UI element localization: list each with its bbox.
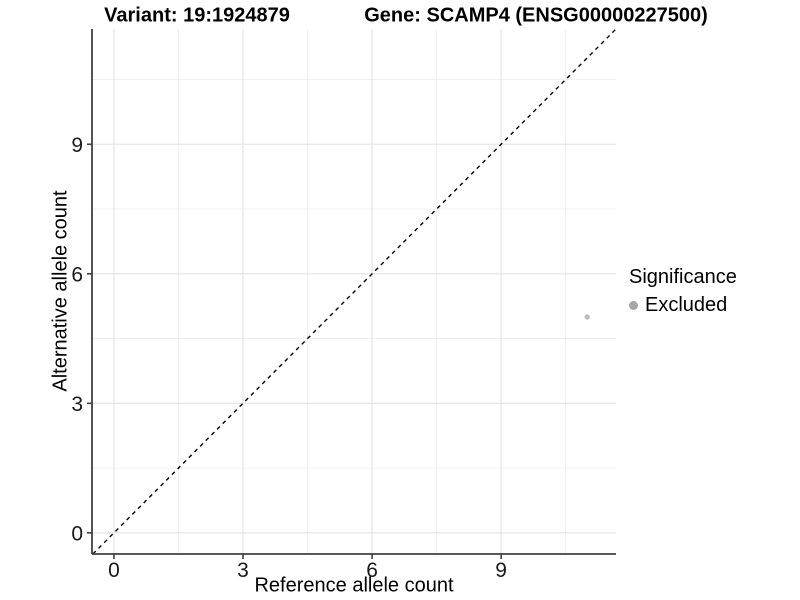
variant-title: Variant: 19:1924879 xyxy=(104,4,290,27)
y-tick-label: 3 xyxy=(71,393,83,416)
gene-title: Gene: SCAMP4 (ENSG00000227500) xyxy=(364,4,708,27)
data-point xyxy=(584,314,590,320)
x-tick-label: 9 xyxy=(495,559,507,582)
y-tick-label: 9 xyxy=(71,134,83,157)
legend: Significance Excluded xyxy=(629,265,737,317)
legend-item-excluded: Excluded xyxy=(629,293,737,317)
x-tick-label: 6 xyxy=(366,559,378,582)
legend-point-icon xyxy=(629,300,638,310)
identity-dashed-line xyxy=(92,28,617,555)
x-tick-label: 3 xyxy=(237,559,249,582)
legend-item-label: Excluded xyxy=(645,294,728,316)
y-tick-label: 0 xyxy=(71,522,83,545)
legend-title: Significance xyxy=(629,266,737,288)
x-axis-title: Reference allele count xyxy=(254,574,454,597)
y-tick-label: 6 xyxy=(71,263,83,286)
y-axis-title: Alternative allele count xyxy=(49,190,72,392)
x-tick-label: 0 xyxy=(108,559,120,582)
